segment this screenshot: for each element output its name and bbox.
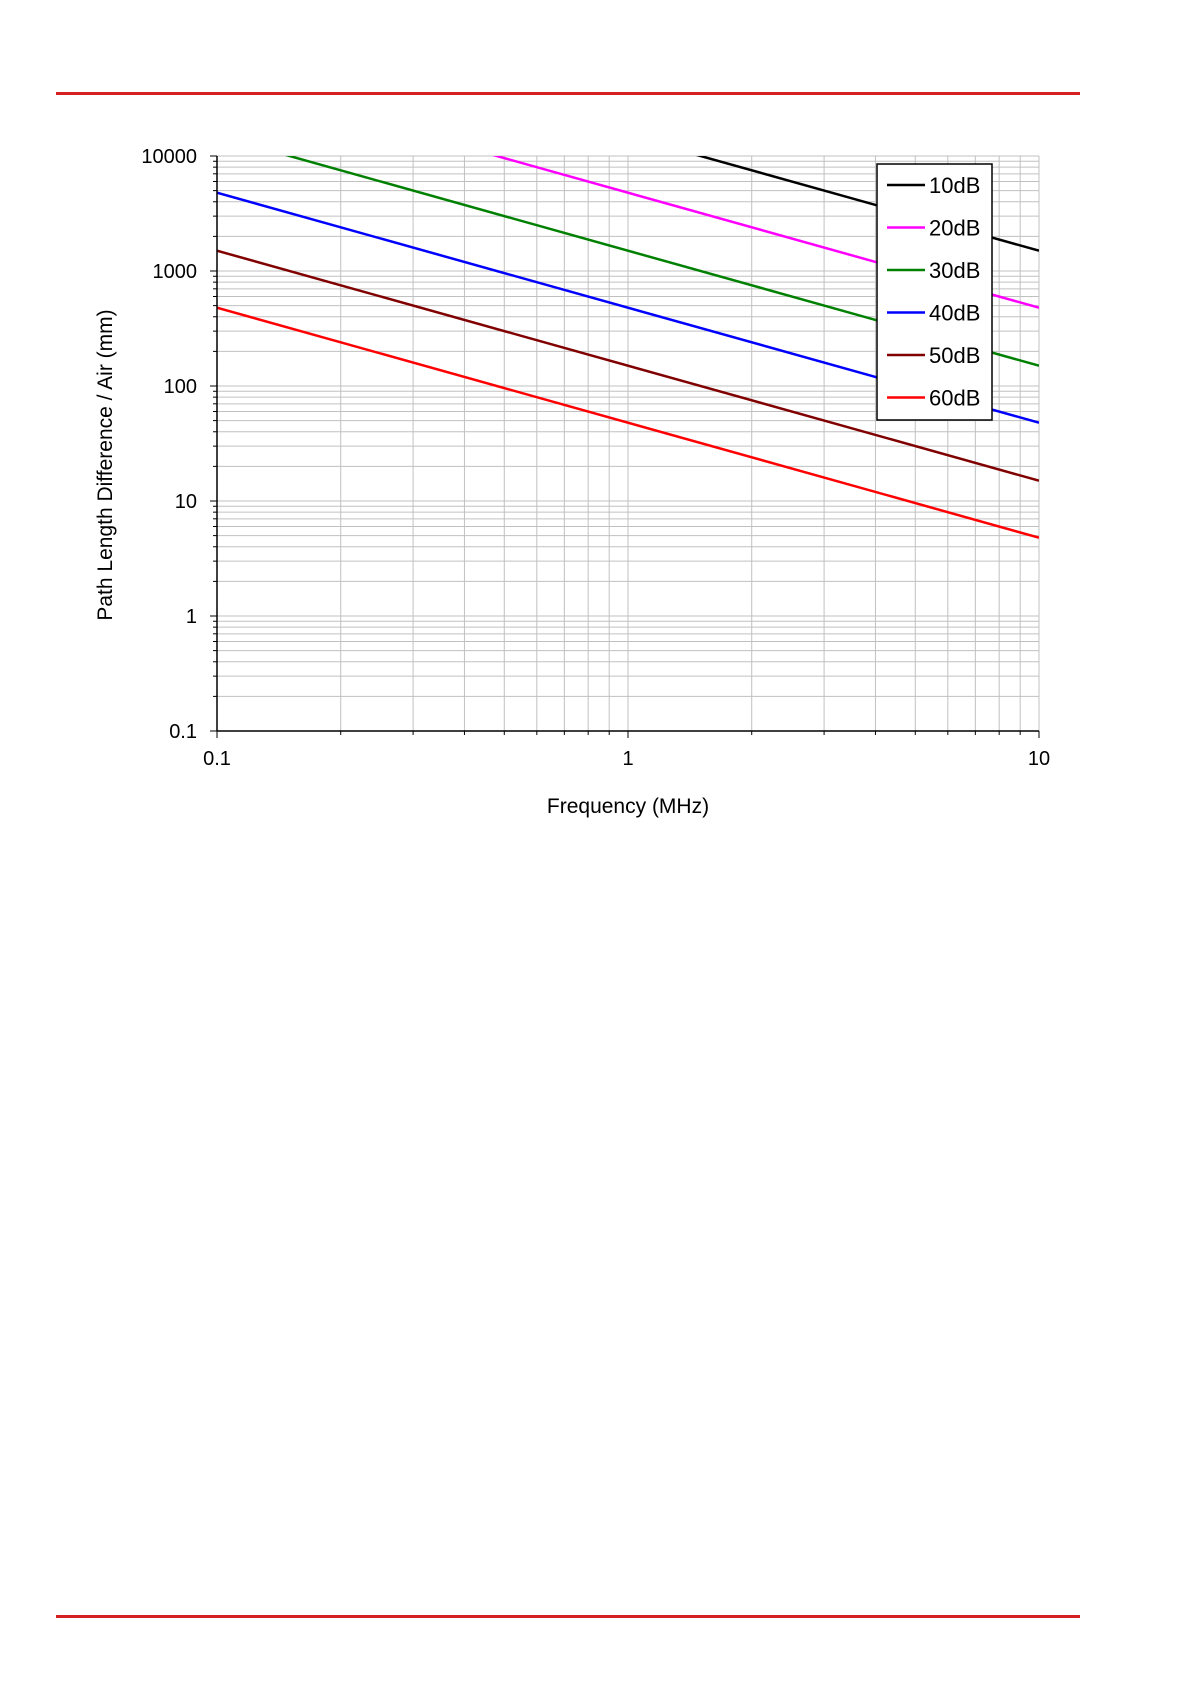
x-tick-label: 10: [1028, 748, 1050, 770]
path-length-chart: 0.1 1 10 0.1 1 10 100 1000 10000 Frequency (MHz)…: [94, 146, 1050, 818]
y-tick-label: 100: [164, 376, 197, 398]
y-tick-label: 0.1: [169, 721, 197, 743]
series-line-50dB: [217, 249, 1039, 482]
legend-label-40dB: 40dB: [929, 301, 980, 326]
x-tick-label: 0.1: [203, 748, 231, 770]
y-tick-label: 10: [175, 491, 197, 513]
legend-label-10dB: 10dB: [929, 173, 980, 198]
bottom-rule: [56, 1615, 1080, 1618]
series-line-60dB: [217, 306, 1039, 539]
tick-labels: 0.1 1 10 0.1 1 10 100 1000 10000: [141, 146, 1050, 770]
axes: [210, 155, 1040, 738]
y-tick-label: 1: [186, 606, 197, 628]
x-tick-label: 1: [622, 748, 633, 770]
x-axis-title: Frequency (MHz): [547, 795, 709, 818]
y-tick-label: 10000: [141, 146, 197, 168]
legend-box: [876, 163, 993, 421]
y-axis-title: Path Length Difference / Air (mm): [94, 309, 117, 620]
legend-label-60dB: 60dB: [929, 386, 980, 411]
legend-label-50dB: 50dB: [929, 343, 980, 368]
legend-label-20dB: 20dB: [929, 216, 980, 241]
legend: 10dB 20dB 30dB 40dB 50dB 60dB: [876, 163, 993, 421]
legend-label-30dB: 30dB: [929, 258, 980, 283]
top-rule: [56, 92, 1080, 95]
y-tick-label: 1000: [153, 261, 198, 283]
